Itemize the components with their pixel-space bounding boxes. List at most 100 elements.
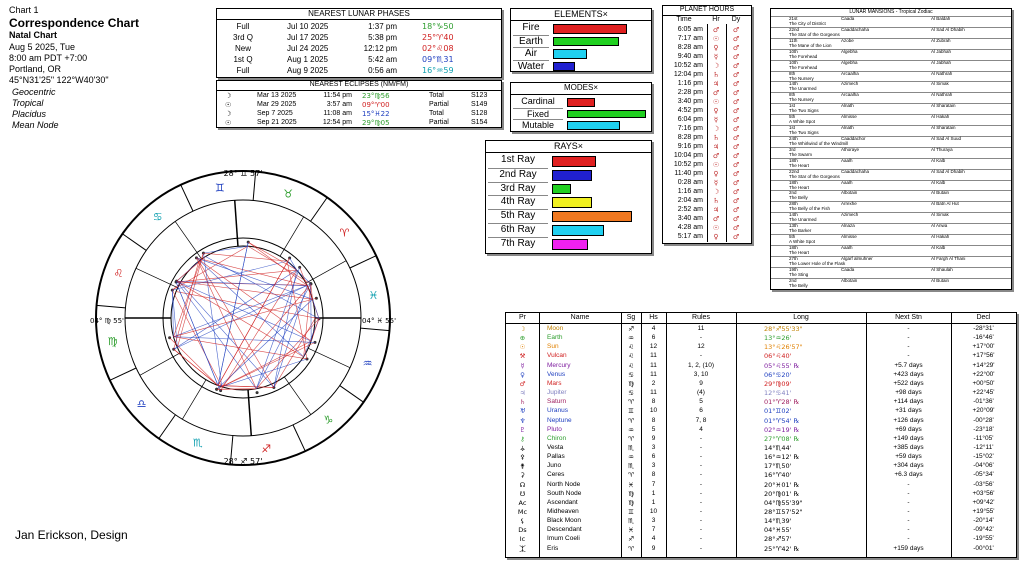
- aspect-line: [221, 342, 316, 388]
- cell-next: -: [907, 498, 910, 506]
- eclipse-position: 23°♍56: [362, 92, 390, 100]
- cell-next: -: [907, 526, 910, 534]
- cell-rules: 3, 10: [693, 370, 709, 378]
- cell-decl: -12°11': [973, 443, 994, 451]
- mansion-number: 27th: [789, 255, 798, 261]
- sign-glyph: ♑: [323, 413, 333, 426]
- house-cusp: [284, 376, 312, 415]
- house-cusp: [135, 267, 178, 288]
- cell-long: 28°♐57': [764, 535, 792, 544]
- box-title: RAYS×: [486, 141, 651, 153]
- aspect-line: [173, 261, 200, 350]
- cell-house: 4: [651, 535, 656, 543]
- mansion-name: Arcaalha: [841, 92, 859, 98]
- mansion-row: [771, 81, 1011, 92]
- chart-setting: Placidus: [12, 109, 47, 119]
- bar-label: Fire: [522, 22, 540, 33]
- chart-setting: Geocentric: [12, 87, 56, 97]
- eclipse-glyph: ☽: [225, 110, 232, 118]
- cell-long: 04°♍55'39": [764, 498, 803, 507]
- phase-position: 02°♌08: [422, 44, 454, 53]
- mansion-arabic: Al Sad Al Suud: [931, 135, 962, 141]
- mansion-name: Caada: [841, 266, 855, 272]
- hour-ruler: ☽: [712, 125, 720, 133]
- mansion-meaning: The Heart: [789, 184, 810, 190]
- header-coords: 45°N31'25" 122°W40'30": [9, 75, 109, 85]
- cell-glyph: ☽: [519, 325, 526, 333]
- cell-name: Earth: [547, 334, 563, 342]
- hour-ruler: ♀: [713, 107, 719, 115]
- cell-decl: -23°18': [973, 425, 994, 433]
- aspect-line: [173, 297, 317, 338]
- hour-time: 10:52 pm: [673, 161, 703, 168]
- cell-rules: -: [699, 352, 703, 360]
- sign-divider: [252, 171, 257, 201]
- house-cusp: [247, 389, 253, 436]
- mansion-name: Azimech: [841, 81, 859, 87]
- cell-name: Vesta: [547, 443, 564, 451]
- mansion-arabic: Al Baldah: [931, 16, 951, 21]
- hour-time: 2:52 am: [677, 206, 703, 213]
- mansion-row: [771, 168, 1011, 180]
- cell-glyph: ♅: [519, 407, 526, 416]
- hour-time: 0:28 am: [677, 179, 703, 186]
- cell-sign: ♊: [628, 407, 634, 416]
- bar: [552, 197, 592, 209]
- aspect-line: [173, 283, 312, 338]
- mansion-row: [771, 255, 1011, 267]
- mansion-number: 1st: [789, 103, 796, 109]
- credit: Jan Erickson, Design: [15, 528, 128, 542]
- mansion-row: [771, 37, 1011, 49]
- column-header: Long: [793, 314, 809, 321]
- mansion-row: [771, 223, 1011, 234]
- cell-sign: ♋: [628, 389, 634, 398]
- mansion-meaning: The Star of the Gorgeons: [789, 173, 840, 179]
- bar-label: 2nd Ray: [488, 167, 548, 180]
- planet-marker: [309, 282, 313, 286]
- hour-time: 11:40 pm: [674, 170, 703, 177]
- hour-time: 6:05 am: [677, 26, 703, 33]
- cell-rules: -: [699, 544, 703, 552]
- cell-glyph: Ac: [518, 498, 527, 507]
- mansion-number: 10th: [789, 48, 798, 54]
- cell-sign: ♏: [628, 443, 634, 452]
- hour-time: 8:28 am: [677, 44, 703, 51]
- phase-date: Aug 9 2025: [287, 66, 328, 75]
- cell-house: 11: [650, 361, 657, 369]
- bar-label: Cardinal: [521, 96, 555, 106]
- day-ruler: ♂: [732, 89, 740, 97]
- hour-ruler: ☉: [712, 161, 720, 169]
- aspect-line: [273, 318, 316, 388]
- phase-name: New: [234, 44, 251, 53]
- house-cusp: [139, 352, 181, 376]
- eclipse-time: 11:54 pm: [323, 92, 352, 99]
- mansion-name: Azimech: [841, 212, 859, 218]
- cell-glyph: Ic: [519, 535, 526, 544]
- cell-house: 8: [651, 398, 656, 406]
- sign-glyph: ♎: [137, 397, 147, 410]
- hour-time: 1:16 am: [677, 188, 703, 195]
- aspect-line: [256, 283, 312, 389]
- aspect-line: [176, 280, 312, 342]
- cell-next: -: [907, 343, 910, 351]
- box-title: NEAREST LUNAR PHASES: [217, 9, 501, 20]
- hour-time: 1:16 pm: [677, 80, 703, 87]
- column-header: Name: [570, 314, 590, 321]
- mansion-meaning: The Sting: [789, 271, 809, 277]
- aspect-line: [286, 260, 312, 285]
- mansion-row: [771, 26, 1011, 38]
- mansion-number: 28th: [789, 201, 798, 207]
- hour-time: 9:16 pm: [677, 143, 703, 150]
- sign-glyph: ♐: [261, 442, 271, 455]
- hour-ruler: ♀: [713, 44, 719, 52]
- cell-rules: -: [699, 471, 703, 479]
- cell-rules: 7, 8: [695, 416, 707, 424]
- hour-ruler: ♄: [712, 134, 720, 142]
- aspect-line: [248, 241, 297, 271]
- cell-decl: +17°00': [972, 343, 995, 351]
- sign-glyph: ♋: [153, 211, 163, 224]
- mansion-arabic: Al Anwa: [931, 223, 948, 229]
- cell-house: 6: [651, 334, 656, 342]
- day-ruler: ♂: [732, 53, 740, 61]
- cell-decl: +00°50': [972, 379, 995, 387]
